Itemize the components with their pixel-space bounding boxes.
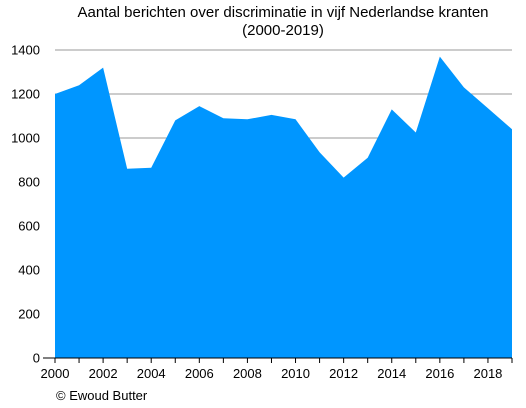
- x-tick-label: 2018: [473, 366, 502, 381]
- y-tick-label: 1200: [11, 87, 40, 102]
- y-tick-label: 400: [18, 263, 40, 278]
- area-series: [55, 56, 512, 358]
- chart-title-line-2: (2000-2019): [242, 22, 324, 39]
- y-tick-label: 800: [18, 175, 40, 190]
- axes: [43, 357, 513, 363]
- y-tick-label: 1400: [11, 43, 40, 58]
- x-tick-label: 2012: [329, 366, 358, 381]
- x-tick-label: 2014: [377, 366, 406, 381]
- y-tick-label: 0: [33, 351, 40, 366]
- y-tick-label: 1000: [11, 131, 40, 146]
- x-tick-label: 2006: [185, 366, 214, 381]
- x-tick-label: 2000: [41, 366, 70, 381]
- x-tick-label: 2002: [89, 366, 118, 381]
- x-tick-label: 2004: [137, 366, 166, 381]
- x-tick-label: 2010: [281, 366, 310, 381]
- plot-area: [55, 56, 512, 358]
- x-tick-label: 2008: [233, 366, 262, 381]
- credit-text: © Ewoud Butter: [56, 388, 148, 403]
- x-tick-labels: 2000 2002 2004 2006 2008 2010 2012 2014 2016 2018: [41, 366, 503, 381]
- x-tick-label: 2016: [425, 366, 454, 381]
- chart-title-line-1: Aantal berichten over discriminatie in v…: [77, 4, 488, 21]
- y-tick-label: 600: [18, 219, 40, 234]
- y-tick-labels: 0 200 400 600 800 1000 1200 1400: [11, 43, 40, 366]
- y-tick-label: 200: [18, 307, 40, 322]
